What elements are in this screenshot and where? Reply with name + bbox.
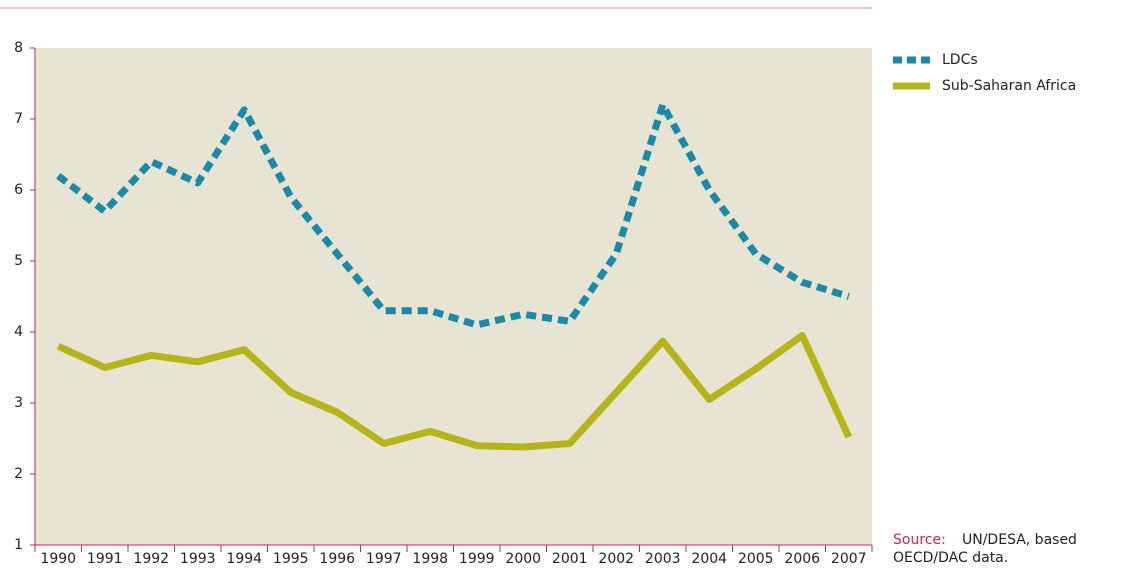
x-tick-label: 1998 [412,551,448,567]
x-tick-label: 2007 [831,551,867,567]
y-tick-label: 2 [14,466,23,482]
source-text: UN/DESA, based [962,532,1077,548]
x-tick-label: 2003 [645,551,681,567]
y-tick-label: 8 [14,40,23,56]
y-tick-label: 3 [14,395,23,411]
x-tick-label: 1993 [180,551,216,567]
x-tick-label: 2000 [505,551,541,567]
x-tick-label: 1997 [366,551,402,567]
x-tick-label: 2004 [691,551,727,567]
x-tick-label: 2002 [598,551,634,567]
y-tick-label: 7 [14,111,23,127]
y-tick-label: 1 [14,537,23,553]
y-tick-label: 4 [14,324,23,340]
x-tick-label: 1995 [273,551,309,567]
x-tick-label: 2006 [784,551,820,567]
series-line [56,101,850,329]
x-tick-label: 1991 [87,551,123,567]
source-label: Source: [893,532,946,548]
y-tick-label: 6 [14,182,23,198]
legend-label: Sub-Saharan Africa [942,78,1076,94]
x-tick-label: 1999 [459,551,495,567]
x-tick-label: 2001 [552,551,588,567]
x-tick-label: 1996 [319,551,355,567]
x-tick-label: 1992 [133,551,169,567]
x-tick-label: 1990 [40,551,76,567]
x-tick-label: 2005 [738,551,774,567]
legend-label: LDCs [942,52,978,68]
source-text: OECD/DAC data. [893,550,1008,566]
y-tick-label: 5 [14,253,23,269]
series-line [56,332,852,451]
x-tick-label: 1994 [226,551,262,567]
plot-area [35,48,872,545]
